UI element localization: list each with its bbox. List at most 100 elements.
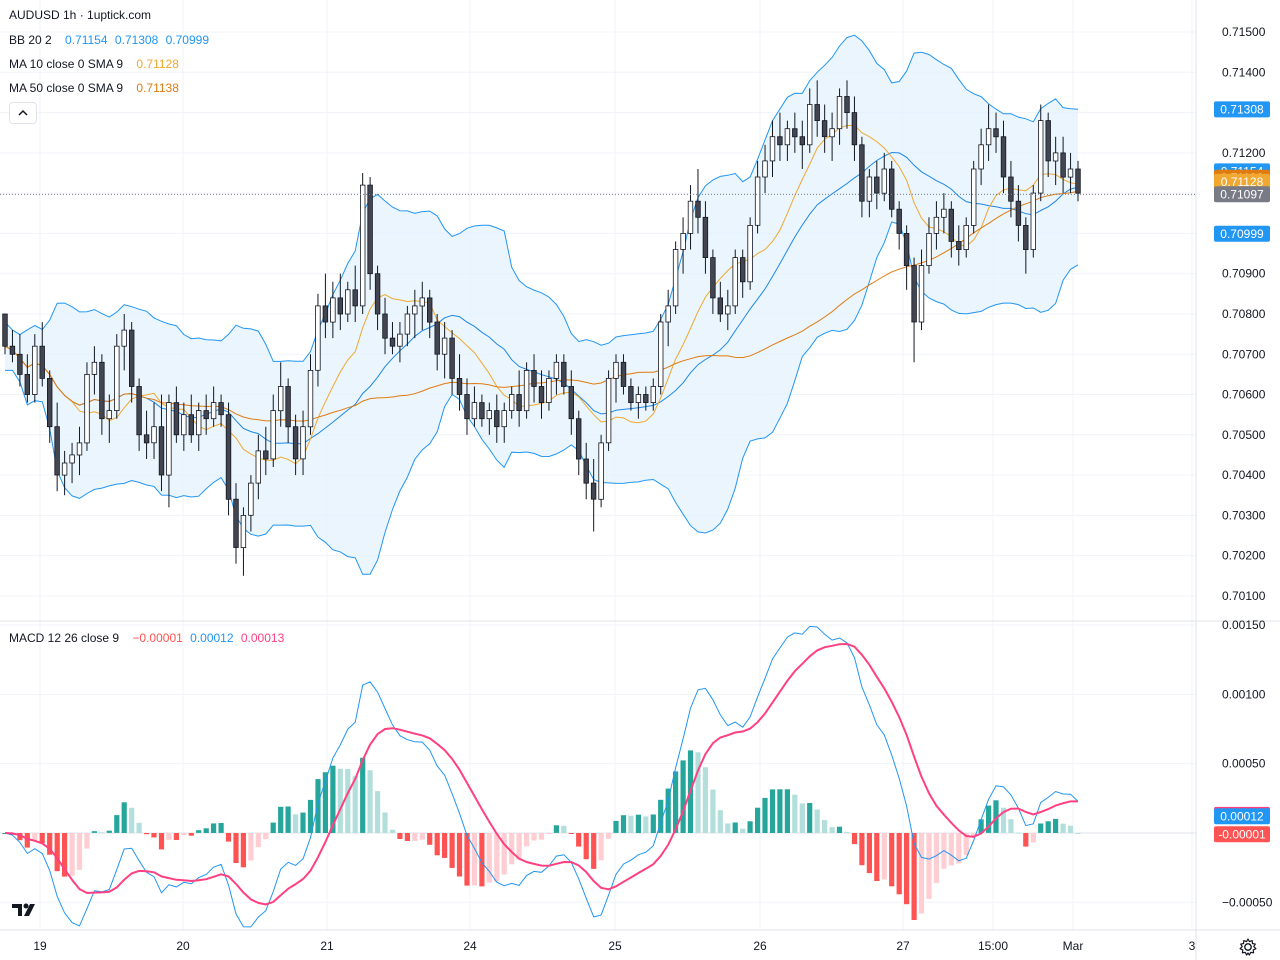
macd-legend-hist: −0.00001: [132, 631, 183, 645]
macd-histogram-bar: [986, 805, 992, 833]
candle: [225, 402, 232, 516]
candle: [762, 144, 768, 194]
macd-histogram-bar: [84, 833, 90, 849]
ma50-legend[interactable]: MA 50 close 0 SMA 9 0.71138: [9, 81, 179, 95]
ma50-legend-value: 0.71138: [136, 81, 179, 95]
candle: [263, 426, 269, 476]
ma10-legend-value: 0.71128: [136, 57, 179, 71]
macd-histogram-bar: [963, 833, 969, 856]
macd-histogram-bar: [76, 833, 83, 870]
macd-histogram-bar: [181, 833, 187, 835]
macd-histogram-bar: [591, 833, 597, 869]
candle: [412, 289, 418, 339]
candle: [374, 265, 381, 331]
candle: [1067, 152, 1074, 194]
candle: [188, 394, 194, 443]
macd-axis[interactable]: 0.001500.001000.00050−0.000500.000130.00…: [1214, 618, 1273, 909]
macd-histogram-bar: [91, 831, 97, 833]
price-tick-label: 0.71500: [1222, 25, 1266, 39]
candle: [337, 273, 343, 331]
bb-legend[interactable]: BB 20 2 0.71154 0.71308 0.70999: [9, 33, 209, 47]
candle: [91, 346, 98, 395]
price-tick-label: 0.70100: [1222, 589, 1266, 603]
macd-histogram-bar: [665, 788, 671, 833]
candle: [740, 249, 746, 298]
macd-histogram-bar: [822, 820, 828, 833]
macd-histogram-bar: [717, 810, 723, 833]
price-axis[interactable]: 0.715000.714000.713000.712000.711000.710…: [1214, 25, 1270, 603]
macd-histogram-bar: [24, 833, 30, 848]
time-tick-label: 3: [1189, 939, 1196, 953]
candle: [777, 112, 783, 161]
candle: [911, 257, 917, 363]
macd-legend-label: MACD 12 26 close 9: [9, 631, 120, 645]
time-tick-label: 24: [463, 939, 477, 953]
symbol-title: AUDUSD 1h · 1uptick.com: [9, 8, 152, 22]
macd-histogram-bar: [598, 833, 604, 861]
price-badge: 0.71308: [1214, 101, 1270, 118]
ma10-legend[interactable]: MA 10 close 0 SMA 9 0.71128: [9, 57, 179, 71]
macd-histogram-bar: [829, 827, 835, 833]
macd-histogram-bar: [1067, 825, 1074, 833]
macd-legend[interactable]: MACD 12 26 close 9 −0.00001 0.00012 0.00…: [9, 631, 284, 645]
macd-line: [4, 625, 1079, 928]
price-pane[interactable]: [0, 34, 1196, 576]
candle: [680, 217, 686, 274]
macd-histogram-bar: [360, 757, 366, 833]
candle: [926, 217, 932, 274]
candle: [1023, 217, 1029, 274]
candle: [210, 386, 217, 427]
macd-histogram-bar: [553, 825, 559, 833]
time-tick-label: 25: [608, 939, 622, 953]
legend-collapse-button[interactable]: [9, 102, 37, 124]
macd-histogram-bar: [337, 768, 343, 833]
tradingview-logo-icon[interactable]: [10, 900, 40, 920]
price-tick-label: 0.70700: [1222, 347, 1266, 361]
candle: [859, 136, 865, 218]
candle: [598, 434, 604, 508]
macd-histogram-bar: [99, 832, 105, 834]
price-tick-label: 0.71400: [1222, 65, 1266, 79]
macd-histogram-bar: [807, 803, 813, 833]
macd-histogram-bar: [330, 765, 336, 833]
macd-signal-line: [4, 642, 1078, 906]
candle: [508, 386, 515, 419]
macd-histogram-bar: [1060, 823, 1066, 833]
macd-pane[interactable]: [0, 625, 1196, 928]
candle: [143, 410, 150, 459]
macd-histogram-bar: [54, 833, 60, 872]
macd-histogram-bar: [568, 833, 574, 834]
time-tick-label: 26: [753, 939, 767, 953]
candle: [486, 402, 492, 435]
macd-histogram-bar: [121, 802, 127, 833]
candle: [255, 434, 261, 500]
candle: [941, 193, 947, 234]
price-badge: 0.71128: [1214, 173, 1270, 190]
gear-icon[interactable]: [1238, 937, 1258, 957]
macd-histogram-bar: [106, 830, 112, 833]
macd-histogram-bar: [166, 833, 172, 840]
candle: [270, 394, 276, 468]
candle: [963, 217, 969, 258]
macd-histogram-bar: [270, 822, 276, 833]
bb-legend-label: BB 20 2: [9, 33, 52, 47]
macd-histogram-bar: [248, 833, 254, 861]
candle: [553, 354, 560, 395]
macd-histogram-bar: [427, 833, 433, 845]
macd-histogram-bar: [434, 833, 440, 856]
macd-histogram-bar: [673, 771, 679, 833]
candle: [441, 322, 448, 379]
time-axis[interactable]: 19 20 21 24 25 26 27 15:00 Mar 3: [33, 939, 1195, 953]
macd-histogram-bar: [792, 794, 798, 833]
candle: [561, 354, 567, 395]
candle: [233, 483, 239, 564]
candle: [1038, 104, 1044, 202]
macd-histogram-bar: [926, 833, 932, 899]
macd-histogram-bar: [1015, 832, 1021, 834]
candle: [799, 120, 805, 169]
candle: [382, 297, 388, 355]
candle: [501, 402, 507, 443]
svg-text:0.71097: 0.71097: [1220, 187, 1264, 201]
macd-histogram-bar: [419, 833, 425, 840]
